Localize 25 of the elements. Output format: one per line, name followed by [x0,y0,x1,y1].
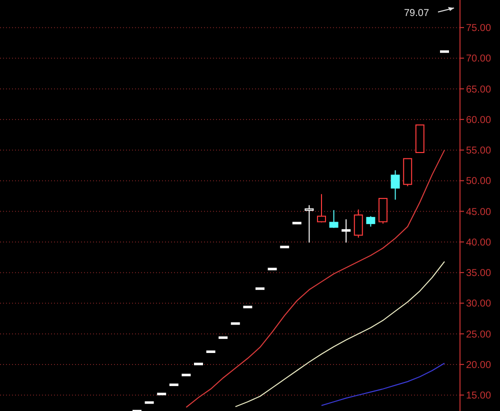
y-tick-label: 50.00 [466,176,492,188]
candlestick [354,208,363,238]
candlestick [366,216,376,228]
candlestick [329,210,338,228]
line-series [321,362,445,406]
candlestick [378,198,388,224]
y-tick-label: 45.00 [466,206,492,218]
y-tick-label: 60.00 [466,114,492,126]
y-tick-label: 70.00 [466,54,492,65]
y-tick-label: 15.00 [466,390,492,402]
candlestick [304,204,314,244]
line-series [234,261,445,408]
y-tick-label: 30.00 [466,298,492,310]
annotation: 79.07 [404,8,430,19]
candlestick [342,218,351,244]
y-tick-label: 75.00 [466,23,492,34]
y-tick-label: 25.00 [466,329,492,340]
line-series [186,150,445,408]
y-tick-label: 35.00 [466,268,492,280]
candlestick [390,170,400,200]
y-tick-label: 65.00 [466,84,492,96]
y-tick-label: 20.00 [466,360,492,371]
y-tick-label: 55.00 [466,146,492,157]
y-tick-label: 40.00 [466,237,492,248]
candlestick [317,194,326,223]
